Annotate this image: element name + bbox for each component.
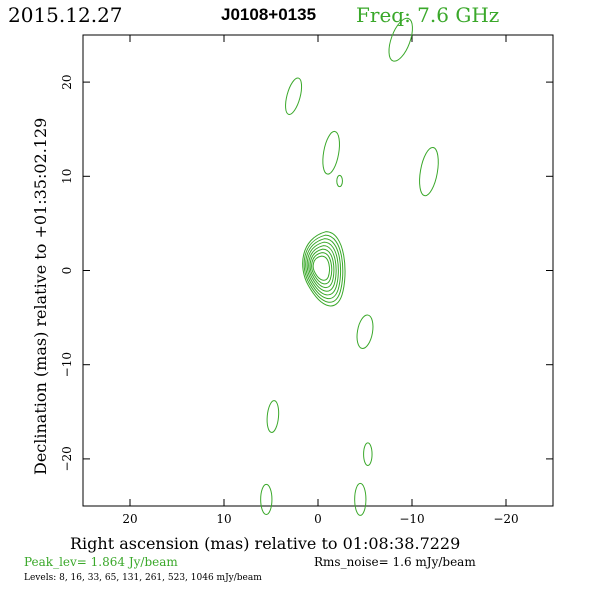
- axis-labels: 20 10 0 −10 −20 20 10 0 −10 −20: [60, 74, 519, 526]
- core-contour: [308, 245, 337, 292]
- core-contour: [311, 252, 333, 285]
- contours: [260, 17, 439, 516]
- peak-level: Peak_lev= 1.864 Jy/beam: [24, 555, 178, 569]
- x-tick-label: −10: [399, 512, 424, 526]
- ticks: [83, 35, 553, 506]
- y-tick-label: −20: [60, 446, 74, 471]
- noise-contour: [354, 482, 367, 516]
- core-contour: [305, 238, 342, 299]
- x-tick-label: 0: [314, 512, 322, 526]
- axes-frame: [82, 34, 554, 507]
- noise-contour: [322, 130, 340, 175]
- noise-contour: [356, 314, 374, 349]
- core-contour: [302, 231, 346, 307]
- y-tick-label: 0: [60, 267, 74, 275]
- epoch-date: 2015.12.27: [8, 3, 123, 27]
- noise-contour: [260, 483, 273, 515]
- noise-contour: [363, 442, 373, 466]
- y-axis-label: Declination (mas) relative to +01:35:02.…: [31, 117, 50, 475]
- x-axis-label: Right ascension (mas) relative to 01:08:…: [70, 534, 461, 553]
- x-tick-label: 10: [216, 512, 231, 526]
- noise-contour: [285, 77, 303, 115]
- noise-contour: [266, 400, 280, 433]
- plot-frame: [82, 34, 554, 507]
- contour-levels: Levels: 8, 16, 33, 65, 131, 261, 523, 10…: [24, 573, 262, 583]
- core-contour: [306, 241, 339, 296]
- x-tick-label: −20: [493, 512, 518, 526]
- core-contour: [312, 255, 330, 281]
- core-contour: [309, 248, 335, 288]
- noise-contour: [336, 174, 343, 188]
- frequency-label: Freq: 7.6 GHz: [356, 3, 500, 27]
- core-contour: [303, 234, 344, 303]
- noise-contour: [419, 146, 439, 197]
- rms-noise: Rms_noise= 1.6 mJy/beam: [314, 555, 476, 569]
- y-tick-label: −10: [60, 352, 74, 377]
- y-tick-label: 10: [60, 169, 74, 184]
- noise-contour: [388, 17, 413, 62]
- x-tick-label: 20: [122, 512, 137, 526]
- y-tick-label: 20: [60, 74, 74, 89]
- source-name: J0108+0135: [221, 5, 317, 24]
